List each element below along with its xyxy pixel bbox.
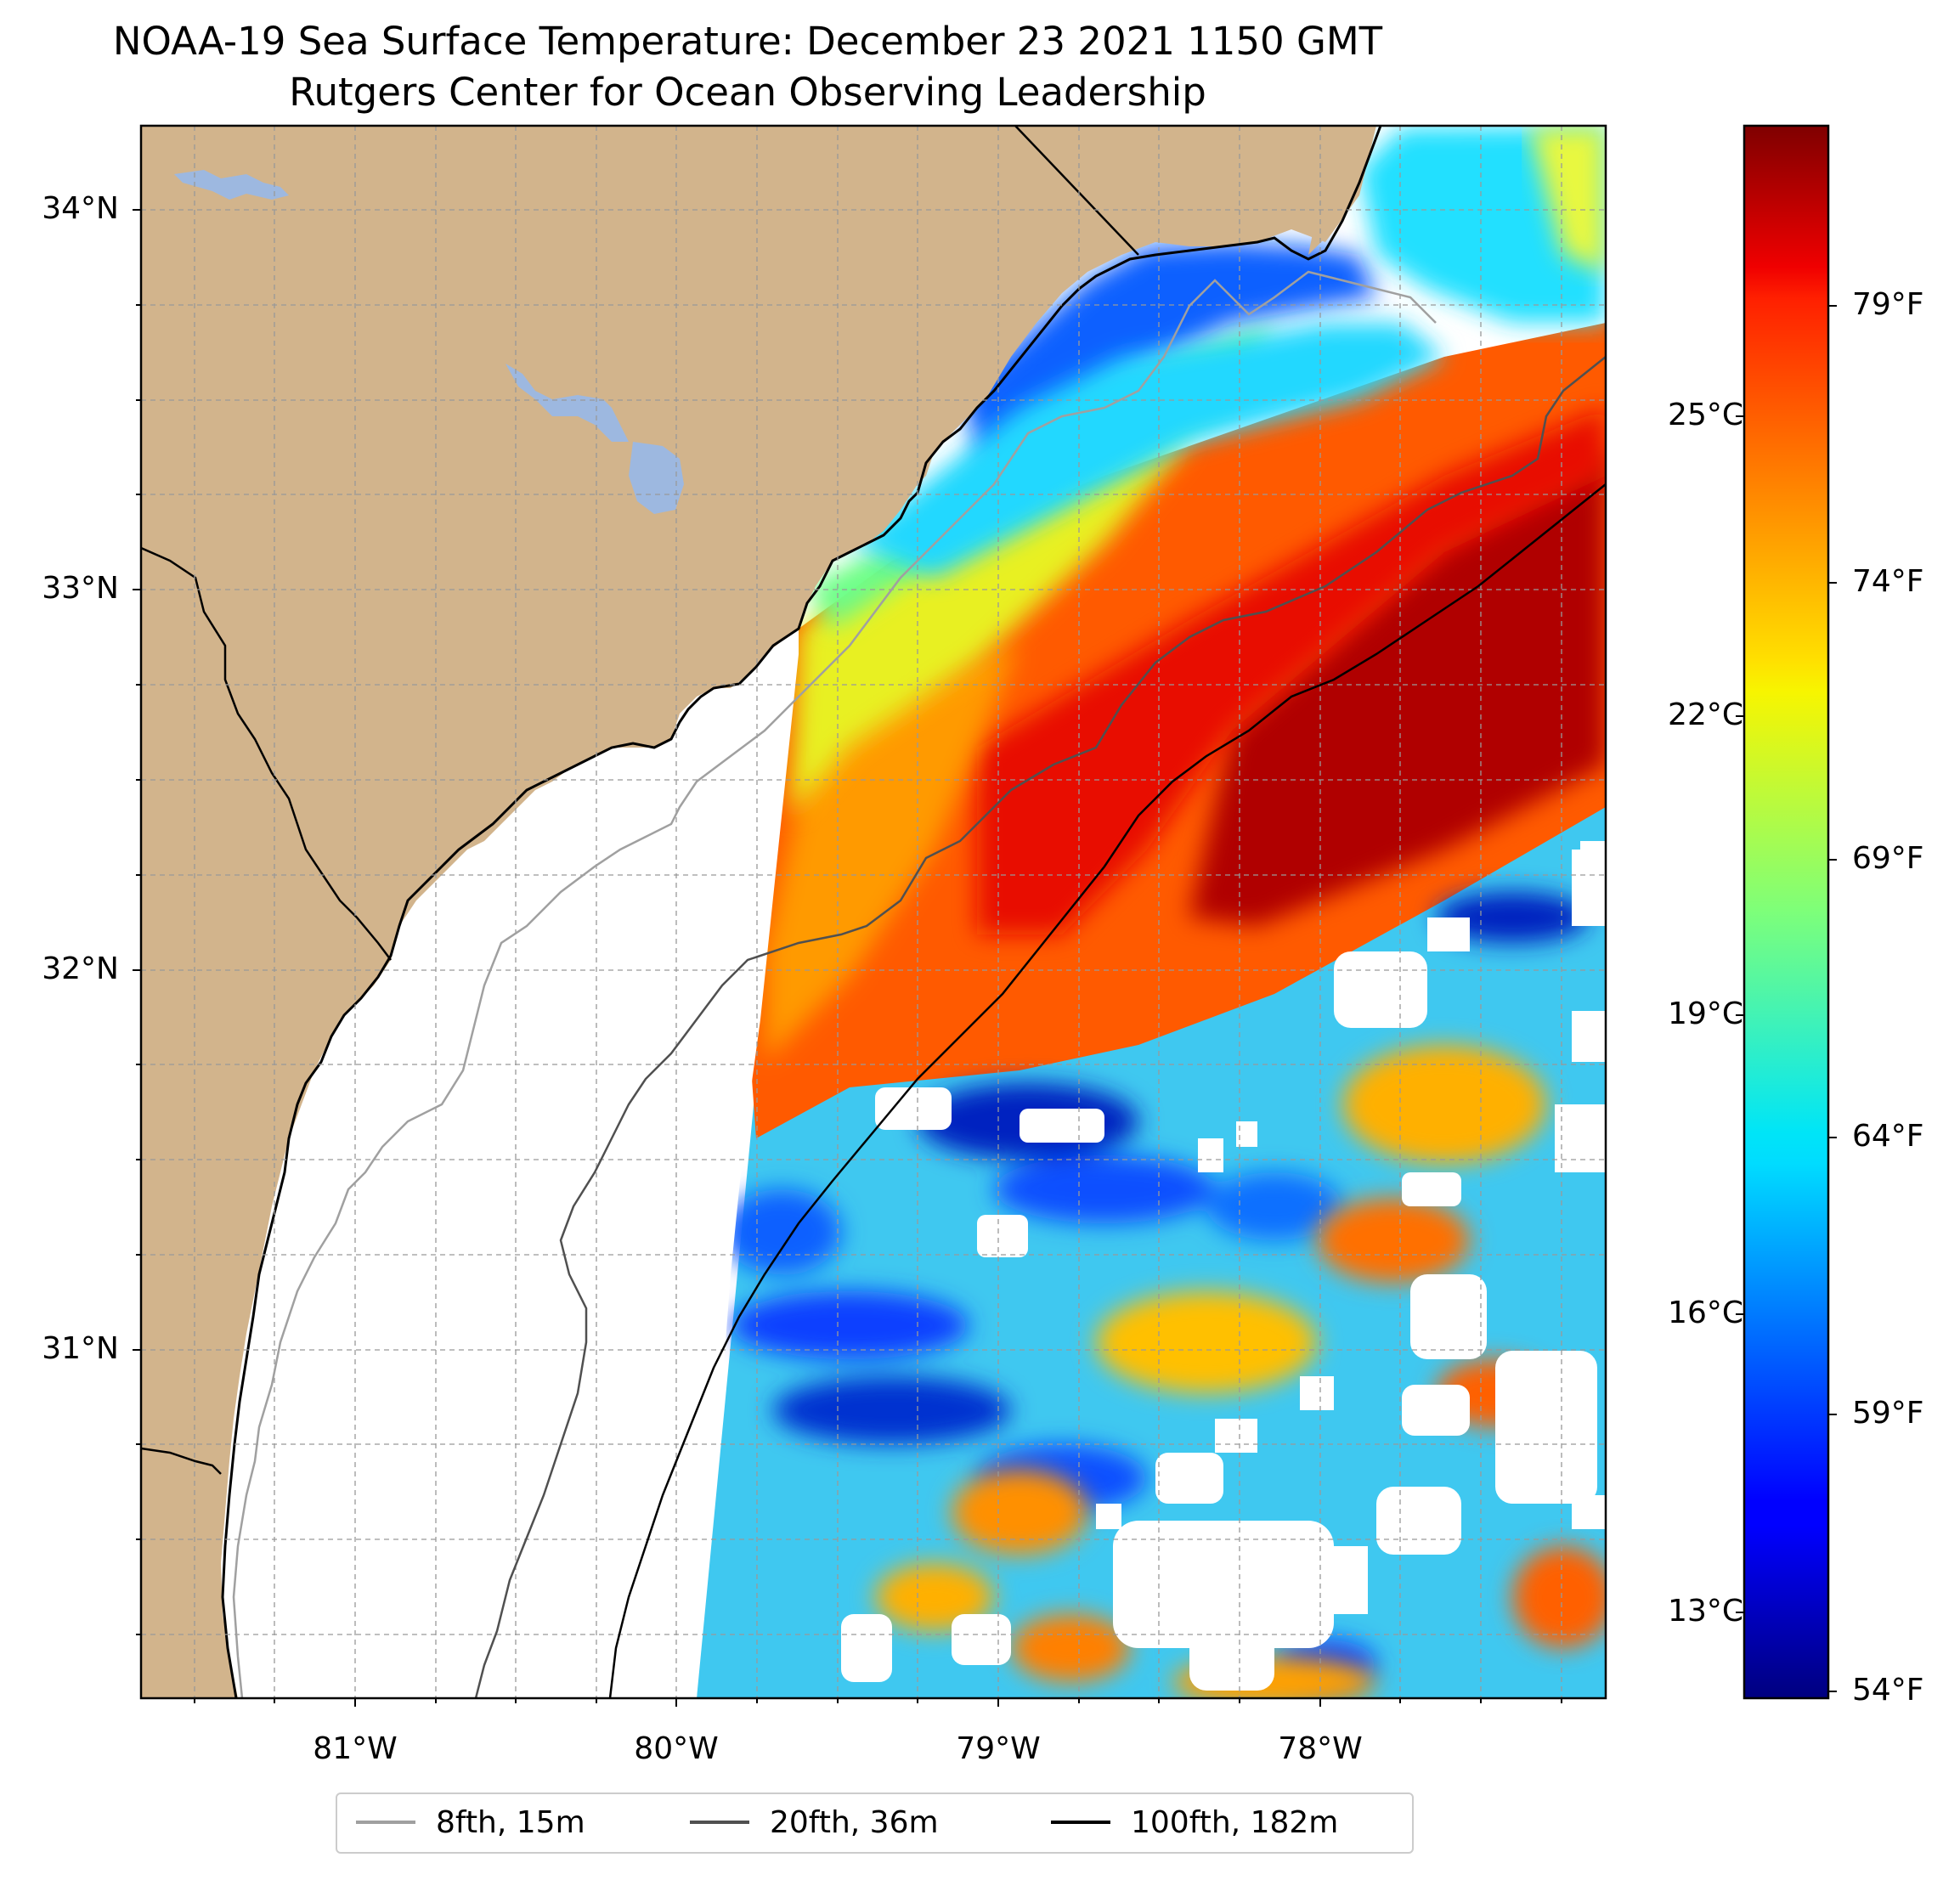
colorbar-ticks-celsius <box>1736 415 1744 1613</box>
title-line-2: Rutgers Center for Ocean Observing Leade… <box>289 70 1206 115</box>
lon-label-78w: 78°W <box>1278 1731 1363 1766</box>
legend-line-100fth <box>1051 1821 1110 1824</box>
land-northeast <box>1308 126 1376 255</box>
colorbar-label-59f: 59°F <box>1852 1396 1924 1431</box>
state-border-nc-sc <box>1014 126 1139 256</box>
colorbar-label-69f: 69°F <box>1852 841 1924 876</box>
lon-label-81w: 81°W <box>313 1731 398 1766</box>
colorbar-label-25c: 25°C <box>1668 398 1743 432</box>
colorbar-label-54f: 54°F <box>1852 1673 1924 1708</box>
legend-item-100fth: 100fth, 182m <box>1051 1801 1338 1843</box>
coastline <box>221 126 1382 1698</box>
contour-legend: 8fth, 15m 20fth, 36m 100fth, 182m <box>336 1792 1414 1854</box>
legend-line-20fth <box>690 1821 749 1824</box>
lake-moultrie <box>629 442 684 514</box>
lake-nc <box>174 170 289 200</box>
colorbar-ticks-fahrenheit <box>1828 305 1837 1692</box>
legend-line-8fth <box>356 1821 415 1824</box>
colorbar <box>1736 124 1837 1700</box>
sst-cloud-gaps <box>841 841 1606 1691</box>
legend-item-20fth: 20fth, 36m <box>690 1801 939 1843</box>
map-panel <box>141 126 1606 1698</box>
lat-label-33: 33°N <box>42 571 119 606</box>
map-frame <box>139 124 1607 1700</box>
colorbar-label-13c: 13°C <box>1668 1594 1743 1629</box>
colorbar-label-64f: 64°F <box>1852 1119 1924 1154</box>
sst-shelf-yellow <box>790 442 1189 816</box>
lat-label-32: 32°N <box>42 951 119 986</box>
contour-100fth <box>608 483 1606 1698</box>
sst-red-band <box>977 408 1606 934</box>
sst-swath <box>141 126 1606 1698</box>
land-mainland <box>141 126 1376 1698</box>
colorbar-label-79f: 79°F <box>1852 287 1924 322</box>
legend-label-100fth: 100fth, 182m <box>1131 1804 1339 1840</box>
colorbar-label-22c: 22°C <box>1668 697 1743 732</box>
lat-label-34: 34°N <box>42 191 119 226</box>
axis-ticks <box>133 209 1562 1707</box>
lon-label-79w: 79°W <box>956 1731 1041 1766</box>
gridlines <box>141 126 1606 1698</box>
title-line-1: NOAA-19 Sea Surface Temperature: Decembe… <box>112 19 1383 64</box>
sst-core-dark-red <box>1189 450 1606 926</box>
contour-20fth <box>474 356 1606 1698</box>
bathymetry-contours <box>232 270 1606 1698</box>
legend-item-8fth: 8fth, 15m <box>356 1801 585 1843</box>
state-border-sc-ga <box>141 546 392 961</box>
colorbar-gradient <box>1743 124 1830 1700</box>
contour-8fth <box>232 270 1437 1698</box>
colorbar-label-16c: 16°C <box>1668 1296 1743 1330</box>
sst-ne-yellow <box>1529 126 1606 272</box>
legend-label-20fth: 20fth, 36m <box>770 1804 939 1840</box>
land <box>141 126 1382 1698</box>
lon-label-80w: 80°W <box>634 1731 719 1766</box>
colorbar-label-19c: 19°C <box>1668 996 1743 1031</box>
lake-marion <box>506 364 629 442</box>
state-border-ga-fl <box>141 1447 222 1475</box>
lat-label-31: 31°N <box>42 1331 119 1366</box>
legend-label-8fth: 8fth, 15m <box>436 1804 585 1840</box>
colorbar-label-74f: 74°F <box>1852 564 1924 599</box>
